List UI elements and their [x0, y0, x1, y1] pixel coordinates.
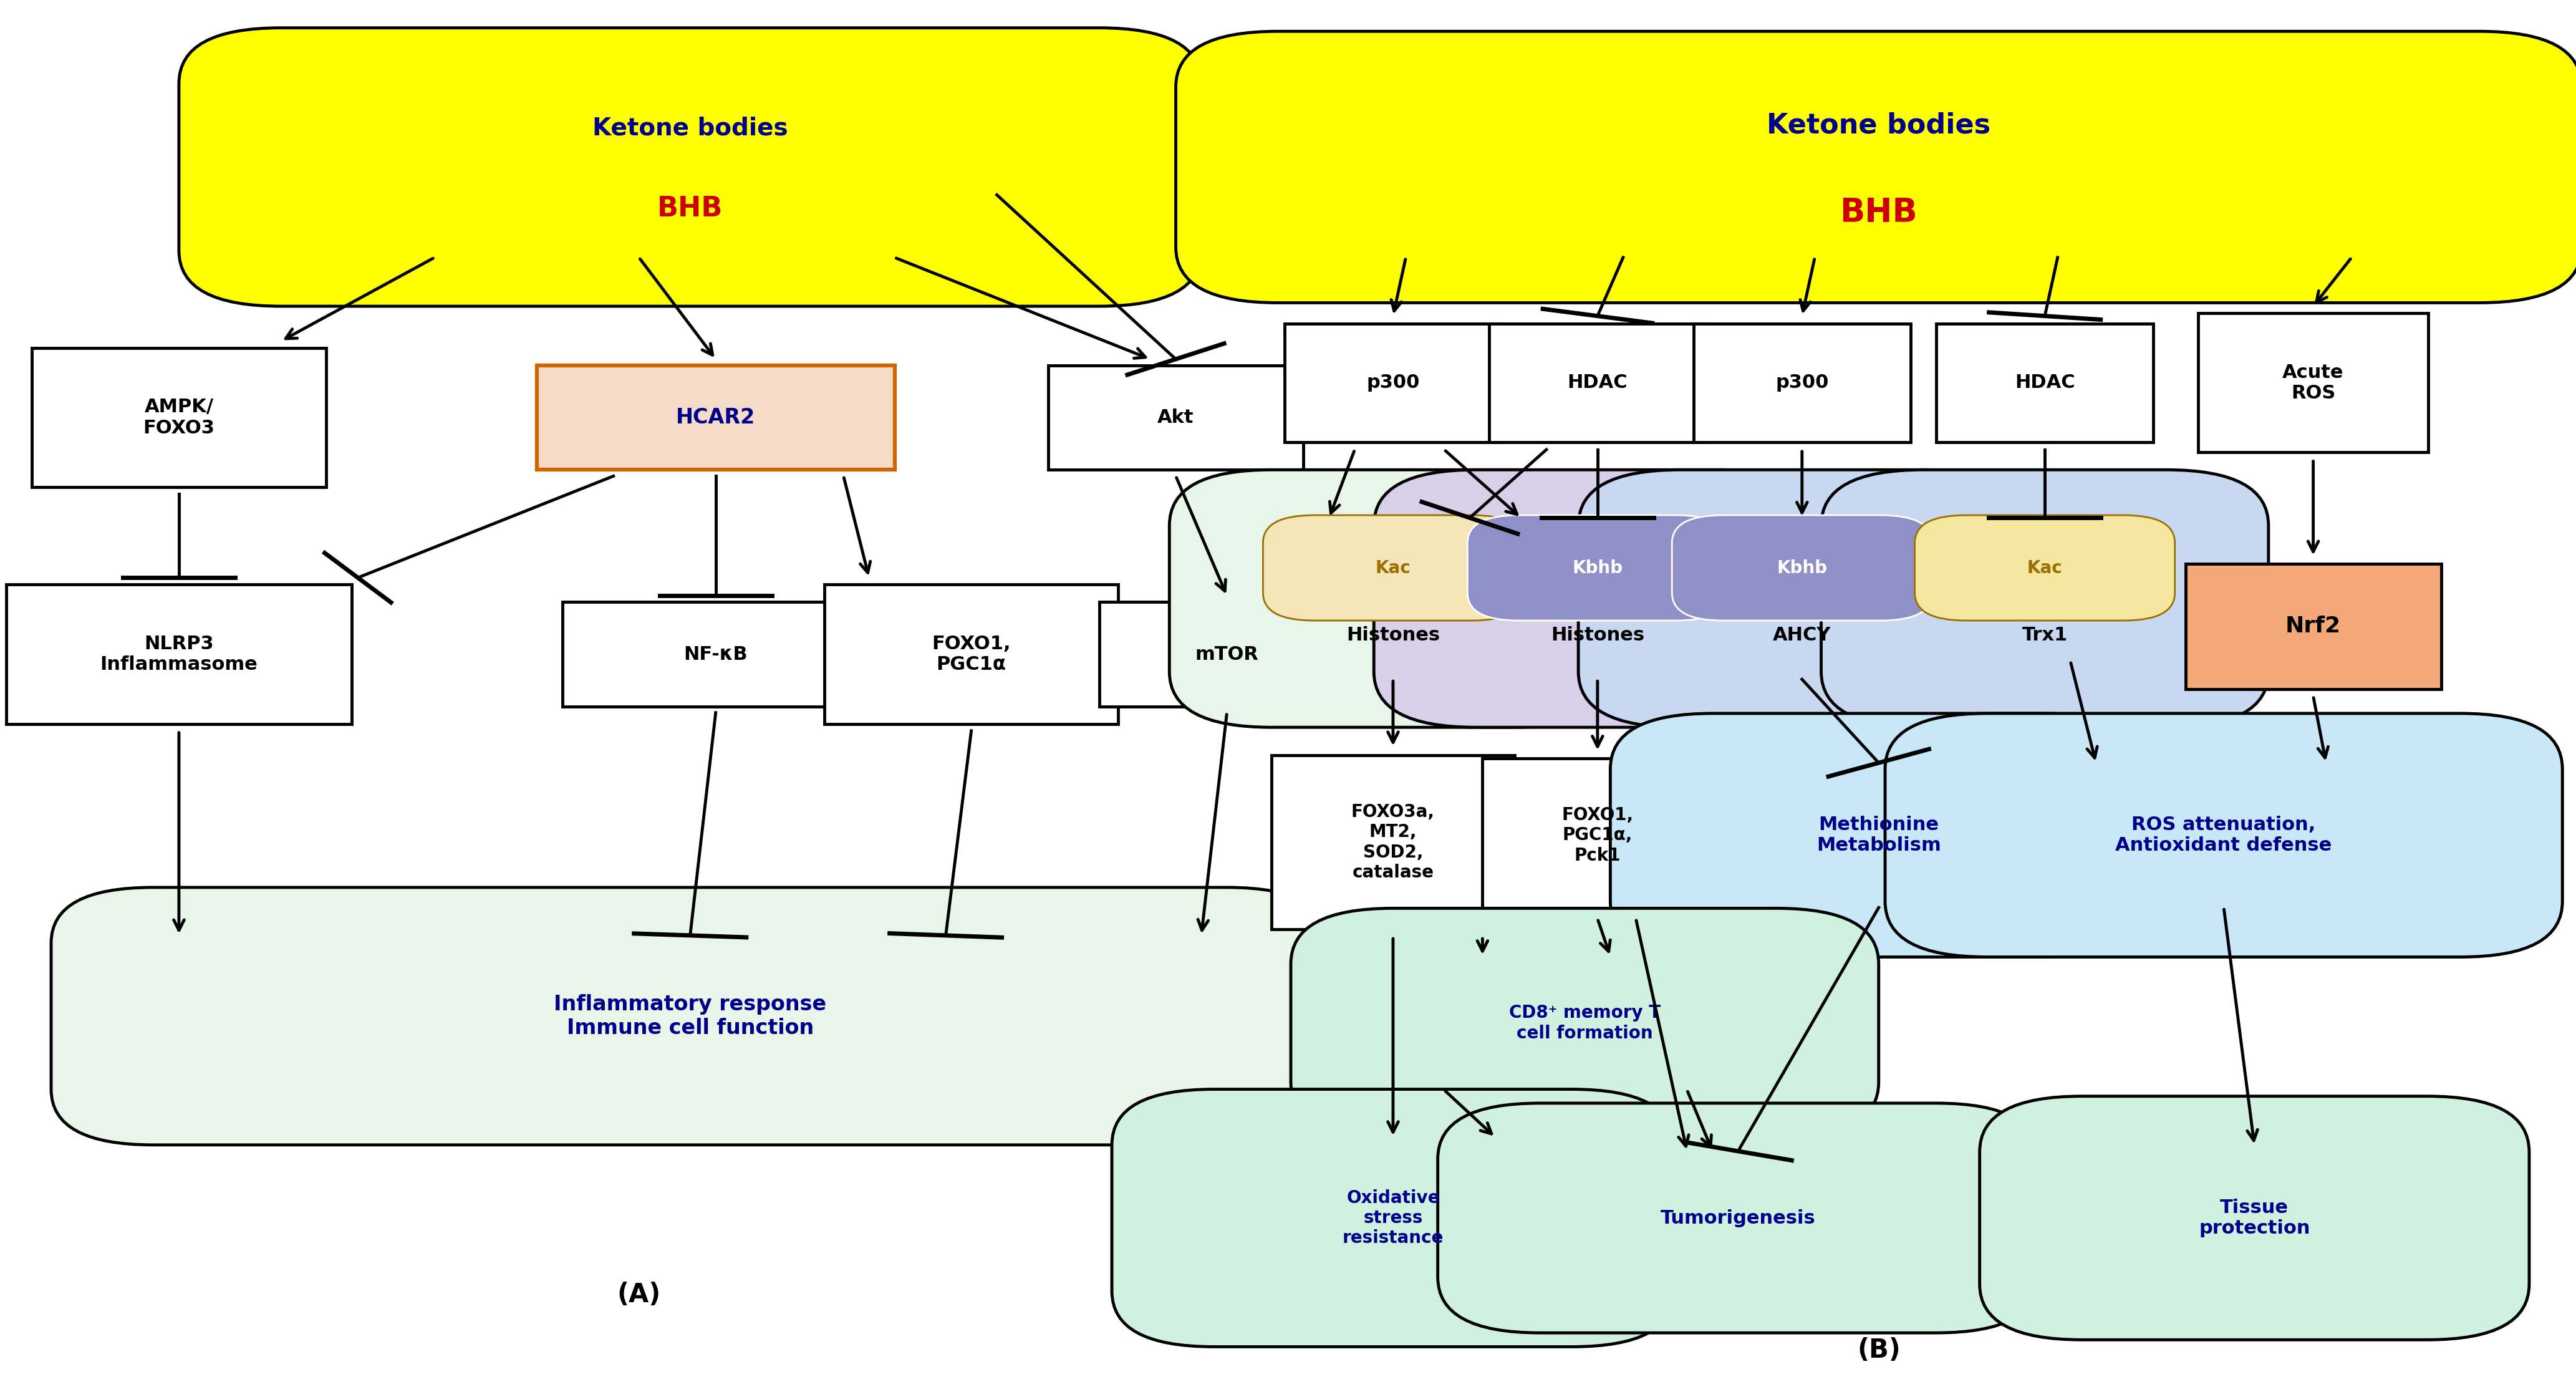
Text: p300: p300: [1775, 374, 1829, 391]
Text: ROS attenuation,
Antioxidant defense: ROS attenuation, Antioxidant defense: [2115, 816, 2331, 855]
Text: Tumorigenesis: Tumorigenesis: [1662, 1210, 1816, 1226]
Text: p300: p300: [1365, 374, 1419, 391]
Text: Kbhb: Kbhb: [1571, 560, 1623, 576]
Text: Kbhb: Kbhb: [1777, 560, 1826, 576]
FancyBboxPatch shape: [1937, 324, 2154, 443]
Text: NF-κB: NF-κB: [683, 646, 747, 663]
FancyBboxPatch shape: [1914, 515, 2174, 621]
FancyBboxPatch shape: [1373, 470, 1821, 727]
Text: mTOR: mTOR: [1195, 646, 1260, 663]
Text: FOXO1,
PGC1α,
Pck1: FOXO1, PGC1α, Pck1: [1561, 806, 1633, 864]
FancyBboxPatch shape: [562, 601, 868, 706]
FancyBboxPatch shape: [1170, 470, 1618, 727]
Text: Kac: Kac: [2027, 560, 2063, 576]
Text: Oxidative
stress
resistance: Oxidative stress resistance: [1342, 1189, 1443, 1247]
Text: FOXO1,
PGC1α: FOXO1, PGC1α: [933, 635, 1010, 674]
FancyBboxPatch shape: [31, 348, 327, 487]
FancyBboxPatch shape: [824, 585, 1118, 724]
Text: AHCY: AHCY: [1772, 626, 1832, 644]
FancyBboxPatch shape: [1886, 713, 2563, 958]
FancyBboxPatch shape: [1821, 470, 2269, 727]
Text: HCAR2: HCAR2: [675, 408, 755, 427]
FancyBboxPatch shape: [1579, 470, 2025, 727]
Text: (A): (A): [618, 1282, 662, 1307]
Text: Ketone bodies: Ketone bodies: [1767, 111, 1991, 139]
FancyBboxPatch shape: [2184, 564, 2442, 689]
FancyBboxPatch shape: [1285, 324, 1502, 443]
FancyBboxPatch shape: [5, 585, 350, 724]
Text: Akt: Akt: [1157, 409, 1195, 426]
Text: NLRP3
Inflammasome: NLRP3 Inflammasome: [100, 635, 258, 674]
Text: BHB: BHB: [1839, 196, 1917, 230]
FancyBboxPatch shape: [1692, 324, 1911, 443]
FancyBboxPatch shape: [178, 28, 1200, 306]
FancyBboxPatch shape: [1610, 713, 2146, 958]
FancyBboxPatch shape: [1672, 515, 1932, 621]
Text: (B): (B): [1857, 1338, 1901, 1363]
Text: Histones: Histones: [1347, 626, 1440, 644]
Text: Kac: Kac: [1376, 560, 1412, 576]
FancyBboxPatch shape: [1437, 1102, 2038, 1334]
Text: BHB: BHB: [657, 195, 724, 223]
FancyBboxPatch shape: [1262, 515, 1522, 621]
Text: Tissue
protection: Tissue protection: [2200, 1199, 2311, 1237]
Text: Histones: Histones: [1551, 626, 1643, 644]
Text: AMPK/
FOXO3: AMPK/ FOXO3: [144, 398, 214, 437]
FancyBboxPatch shape: [536, 366, 894, 470]
Text: Acute
ROS: Acute ROS: [2282, 363, 2344, 402]
Text: Inflammatory response
Immune cell function: Inflammatory response Immune cell functi…: [554, 994, 827, 1038]
Text: HDAC: HDAC: [1566, 374, 1628, 391]
FancyBboxPatch shape: [1113, 1089, 1674, 1347]
FancyBboxPatch shape: [1489, 324, 1705, 443]
Text: HDAC: HDAC: [2014, 374, 2074, 391]
FancyBboxPatch shape: [1468, 515, 1728, 621]
Text: FOXO3a,
MT2,
SOD2,
catalase: FOXO3a, MT2, SOD2, catalase: [1352, 803, 1435, 881]
Text: Methionine
Metabolism: Methionine Metabolism: [1816, 816, 1940, 855]
FancyBboxPatch shape: [1978, 1097, 2530, 1339]
Text: Trx1: Trx1: [2022, 626, 2069, 644]
Text: Ketone bodies: Ketone bodies: [592, 116, 788, 141]
Text: Nrf2: Nrf2: [2285, 615, 2342, 638]
FancyBboxPatch shape: [1048, 366, 1303, 470]
FancyBboxPatch shape: [1175, 31, 2576, 303]
FancyBboxPatch shape: [1100, 601, 1355, 706]
FancyBboxPatch shape: [1484, 759, 1713, 912]
FancyBboxPatch shape: [1291, 908, 1878, 1139]
FancyBboxPatch shape: [1273, 754, 1515, 930]
FancyBboxPatch shape: [2197, 313, 2429, 452]
Text: CD8⁺ memory T
cell formation: CD8⁺ memory T cell formation: [1510, 1004, 1662, 1043]
FancyBboxPatch shape: [52, 888, 1329, 1144]
